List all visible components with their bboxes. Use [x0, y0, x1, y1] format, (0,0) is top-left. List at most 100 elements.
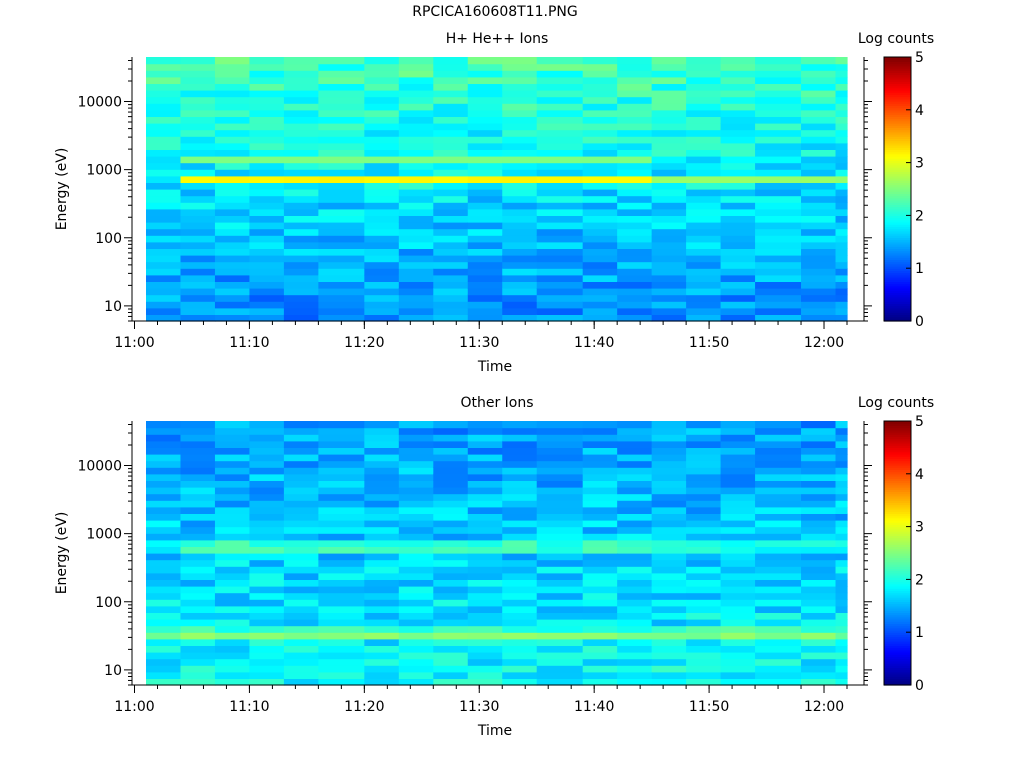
- spectrogram-cell: [398, 625, 434, 633]
- spectrogram-cell: [755, 274, 802, 282]
- spectrogram-cell: [146, 182, 182, 190]
- spectrogram-cell: [318, 427, 365, 435]
- spectrogram-cell: [686, 301, 722, 309]
- spectrogram-cell: [755, 182, 802, 190]
- spectrogram-cell: [582, 90, 618, 98]
- spectrogram-cell: [536, 533, 584, 541]
- spectrogram-cell: [835, 658, 848, 666]
- spectrogram-cell: [398, 454, 434, 462]
- spectrogram-cell: [536, 460, 584, 468]
- spectrogram-cell: [720, 63, 756, 71]
- spectrogram-cell: [835, 599, 848, 607]
- spectrogram-cell: [755, 109, 802, 117]
- spectrogram-cell: [720, 70, 756, 78]
- spectrogram-cell: [686, 63, 722, 71]
- spectrogram-cell: [180, 228, 216, 236]
- spectrogram-cell: [283, 526, 319, 534]
- spectrogram-cell: [180, 241, 216, 249]
- spectrogram-cell: [755, 553, 802, 561]
- spectrogram-cell: [214, 261, 251, 269]
- spectrogram-cell: [146, 208, 182, 216]
- spectrogram-cell: [398, 546, 434, 554]
- colorbar-segment: [884, 292, 911, 296]
- colorbar-segment: [884, 114, 911, 117]
- spectrogram-cell: [651, 83, 687, 91]
- spectrogram-cell: [651, 480, 687, 488]
- spectrogram-cell: [467, 162, 503, 170]
- spectrogram-cell: [536, 175, 584, 183]
- spectrogram-cell: [502, 202, 538, 210]
- spectrogram-cell: [467, 652, 503, 660]
- spectrogram-cell: [398, 599, 434, 607]
- colorbar-segment: [884, 246, 911, 249]
- spectrogram-cell: [214, 189, 251, 197]
- spectrogram-cell: [755, 652, 802, 660]
- spectrogram-cell: [755, 533, 802, 541]
- spectrogram-cell: [686, 83, 722, 91]
- spectrogram-cell: [433, 222, 469, 230]
- spectrogram-cell: [398, 189, 434, 197]
- spectrogram-cell: [214, 268, 251, 276]
- spectrogram-cell: [686, 116, 722, 124]
- spectrogram-cell: [582, 658, 618, 666]
- spectrogram-cell: [146, 57, 182, 65]
- spectrogram-cell: [180, 70, 216, 78]
- spectrogram-cell: [214, 487, 251, 495]
- spectrogram-cell: [214, 533, 251, 541]
- spectrogram-cell: [801, 261, 837, 269]
- spectrogram-cell: [617, 652, 653, 660]
- spectrogram-cell: [180, 579, 216, 587]
- spectrogram-cell: [617, 539, 653, 547]
- colorbar-segment: [884, 90, 911, 93]
- spectrogram-cell: [283, 658, 319, 666]
- colorbar-segment: [884, 641, 911, 644]
- spectrogram-cell: [582, 447, 618, 455]
- spectrogram-cell: [467, 222, 503, 230]
- spectrogram-cell: [467, 533, 503, 541]
- spectrogram-cell: [467, 182, 503, 190]
- spectrogram-cell: [582, 460, 618, 468]
- spectrogram-cell: [502, 268, 538, 276]
- spectrogram-cell: [398, 671, 434, 679]
- spectrogram-cell: [249, 605, 285, 613]
- colorbar-segment: [884, 208, 911, 212]
- spectrogram-cell: [502, 487, 538, 495]
- spectrogram-cell: [686, 500, 722, 508]
- spectrogram-cell: [146, 288, 182, 296]
- colorbar-segment: [884, 509, 911, 512]
- spectrogram-cell: [686, 182, 722, 190]
- spectrogram-cell: [686, 129, 722, 137]
- colorbar-segment: [884, 458, 911, 462]
- spectrogram-cell: [467, 129, 503, 137]
- colorbar-segment: [884, 281, 911, 285]
- spectrogram-cell: [318, 533, 365, 541]
- spectrogram-cell: [283, 652, 319, 660]
- spectrogram-cell: [398, 70, 434, 78]
- spectrogram-cell: [249, 182, 285, 190]
- spectrogram-cell: [502, 142, 538, 150]
- spectrogram-cell: [146, 440, 182, 448]
- spectrogram-cell: [146, 434, 182, 442]
- spectrogram-cell: [249, 281, 285, 289]
- spectrogram-cell: [801, 288, 837, 296]
- spectrogram-cell: [502, 255, 538, 263]
- colorbar-segment: [884, 610, 911, 613]
- spectrogram-cell: [536, 612, 584, 620]
- colorbar-segment: [884, 200, 911, 203]
- spectrogram-cell: [502, 460, 538, 468]
- colorbar-segment: [884, 259, 911, 263]
- spectrogram-cell: [180, 480, 216, 488]
- spectrogram-cell: [582, 559, 618, 567]
- spectrogram-cell: [318, 506, 365, 514]
- spectrogram-cell: [582, 248, 618, 256]
- spectrogram-cell: [617, 645, 653, 653]
- spectrogram-cell: [318, 632, 365, 640]
- spectrogram-cell: [283, 665, 319, 673]
- spectrogram-cell: [536, 116, 584, 124]
- spectrogram-cell: [536, 553, 584, 561]
- spectrogram-cell: [467, 645, 503, 653]
- spectrogram-cell: [146, 83, 182, 91]
- spectrogram-cell: [180, 215, 216, 223]
- spectrogram-cell: [146, 202, 182, 210]
- spectrogram-cell: [146, 586, 182, 594]
